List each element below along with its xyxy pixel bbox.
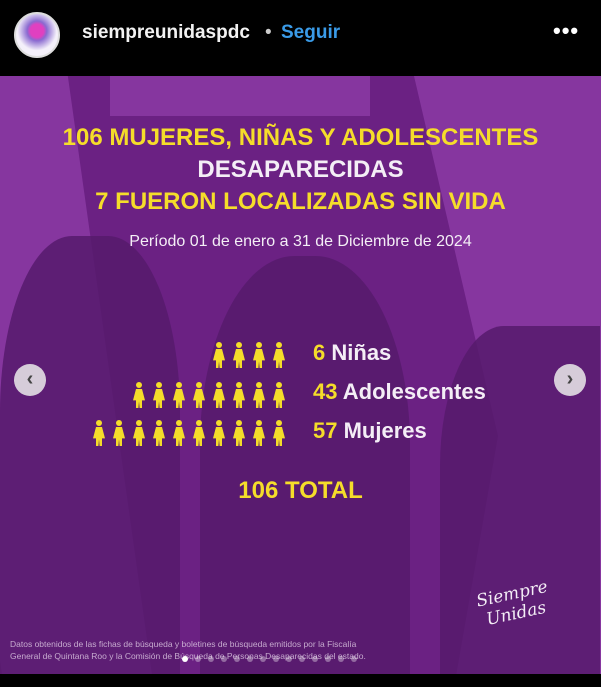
carousel-dot[interactable] (195, 656, 201, 662)
carousel-dot[interactable] (260, 656, 266, 662)
stat-number: 43 (313, 379, 338, 404)
carousel-dot[interactable] (221, 656, 227, 662)
total-text: 106 TOTAL (238, 477, 363, 504)
more-options-icon[interactable]: ••• (553, 18, 580, 43)
woman-icon (92, 420, 106, 446)
carousel-dot[interactable] (273, 656, 279, 662)
woman-icon (192, 382, 206, 408)
stat-label: Niñas (331, 340, 392, 365)
woman-icon (272, 420, 286, 446)
stat-adolescentes: 43 Adolescentes (313, 379, 486, 405)
woman-icon (112, 420, 126, 446)
stat-label: Mujeres (343, 418, 427, 443)
girl-icon (232, 342, 246, 368)
source-footnote: Datos obtenidos de las fichas de búsqued… (10, 638, 366, 662)
adolescentes-icon-row (132, 382, 286, 408)
headline-line2: DESAPARECIDAS (197, 156, 404, 183)
stat-ninas: 6 Niñas (313, 340, 391, 366)
post-image: 106 MUJERES, NIÑAS Y ADOLESCENTES DESAPA… (0, 76, 601, 674)
carousel-dot[interactable] (247, 656, 253, 662)
footnote-line: Datos obtenidos de las fichas de búsqued… (10, 639, 357, 649)
carousel-dot[interactable] (312, 656, 318, 662)
previous-slide-button[interactable]: ‹ (14, 364, 46, 396)
period-text: Período 01 de enero a 31 de Diciembre de… (129, 233, 472, 250)
woman-icon (252, 420, 266, 446)
woman-icon (172, 382, 186, 408)
girl-icon (252, 342, 266, 368)
woman-icon (252, 382, 266, 408)
woman-icon (172, 420, 186, 446)
carousel-dot[interactable] (351, 656, 357, 662)
woman-icon (132, 382, 146, 408)
footnote-line: General de Quintana Roo y la Comisión de… (10, 651, 366, 661)
carousel-dot[interactable] (286, 656, 292, 662)
mujeres-icon-row (92, 420, 286, 446)
bg-silhouette (0, 236, 180, 674)
woman-icon (152, 382, 166, 408)
girl-icon (272, 342, 286, 368)
follow-button[interactable]: Seguir (281, 22, 341, 43)
carousel-indicators (182, 656, 357, 662)
stat-number: 6 (313, 340, 326, 365)
carousel-dot[interactable] (338, 656, 344, 662)
woman-icon (232, 382, 246, 408)
headline-line1: 106 MUJERES, NIÑAS Y ADOLESCENTES (62, 124, 539, 151)
bg-silhouette (110, 76, 370, 116)
profile-avatar[interactable] (14, 12, 60, 58)
carousel-dot[interactable] (325, 656, 331, 662)
stat-mujeres: 57 Mujeres (313, 418, 427, 444)
bg-silhouette (200, 256, 410, 674)
carousel-dot[interactable] (234, 656, 240, 662)
woman-icon (272, 382, 286, 408)
girl-icon (212, 342, 226, 368)
username-link[interactable]: siempreunidaspdc (82, 22, 250, 43)
headline-line3: 7 FUERON LOCALIZADAS SIN VIDA (95, 188, 506, 215)
woman-icon (192, 420, 206, 446)
ninas-icon-row (212, 342, 286, 368)
carousel-dot[interactable] (182, 656, 188, 662)
woman-icon (132, 420, 146, 446)
stat-number: 57 (313, 418, 338, 443)
woman-icon (212, 382, 226, 408)
stat-label: Adolescentes (342, 379, 486, 404)
woman-icon (232, 420, 246, 446)
next-slide-button[interactable]: › (554, 364, 586, 396)
woman-icon (152, 420, 166, 446)
separator-dot: • (265, 22, 272, 43)
post-header: siempreunidaspdc • Seguir ••• (0, 0, 601, 76)
woman-icon (212, 420, 226, 446)
carousel-dot[interactable] (299, 656, 305, 662)
carousel-dot[interactable] (208, 656, 214, 662)
